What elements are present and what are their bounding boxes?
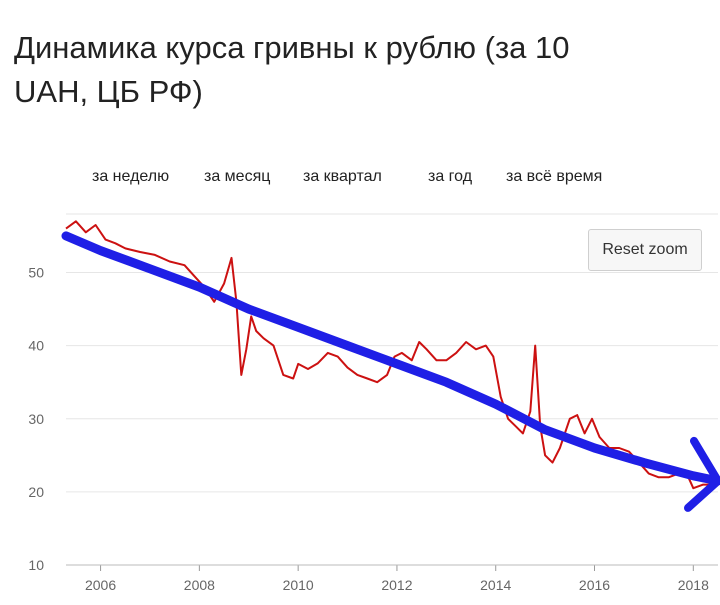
range-button-year[interactable]: за год (428, 168, 473, 185)
range-button-quarter[interactable]: за квартал (303, 168, 382, 185)
x-tick-label: 2016 (579, 577, 610, 593)
y-tick-label: 10 (28, 557, 44, 573)
x-tick-label: 2006 (85, 577, 116, 593)
range-button-month[interactable]: за месяц (204, 168, 271, 185)
trend-line (61, 231, 720, 486)
reset-zoom-button[interactable]: Reset zoom (588, 229, 702, 271)
series (61, 220, 720, 512)
axis-ticks: 10 20 30 40 50 2006 2008 2010 2012 2014 2016 2018 (28, 265, 718, 593)
x-tick-label: 2012 (381, 577, 412, 593)
x-tick-label: 2014 (480, 577, 511, 593)
x-tick-label: 2010 (283, 577, 314, 593)
trend-arrowhead (684, 436, 720, 512)
y-tick-label: 20 (28, 484, 44, 500)
x-tick-label: 2018 (678, 577, 709, 593)
range-selector: за неделю за месяц за квартал за год за … (0, 168, 720, 192)
x-tick-label: 2008 (184, 577, 215, 593)
page-title: Динамика курса гривны к рублю (за 10 UAH… (14, 30, 570, 109)
y-tick-label: 40 (28, 338, 44, 354)
y-tick-label: 30 (28, 411, 44, 427)
range-button-week[interactable]: за неделю (92, 168, 170, 185)
y-tick-label: 50 (28, 265, 44, 281)
range-button-all-time[interactable]: за всё время (506, 168, 603, 185)
